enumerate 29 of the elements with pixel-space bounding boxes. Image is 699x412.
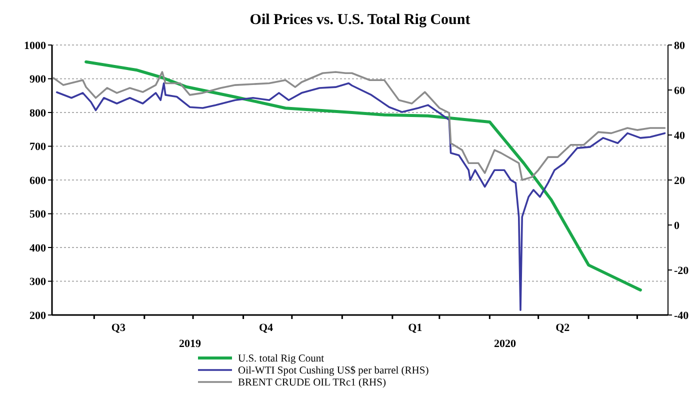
text: 2019 — [179, 338, 202, 350]
legend-label: U.S. total Rig Count — [238, 354, 324, 365]
chart-title: Oil Prices vs. U.S. Total Rig Count — [250, 12, 470, 28]
y2-tick-label: -20 — [674, 264, 690, 277]
x-tick-label: Q4 — [258, 322, 274, 334]
y2-tick-label: 20 — [674, 174, 686, 187]
line-series — [56, 82, 666, 311]
y-tick-label: 1000 — [24, 40, 46, 52]
line-series — [84, 60, 642, 292]
legend-label: BRENT CRUDE OIL TRc1 (RHS) — [238, 378, 386, 389]
y-tick-label: 700 — [30, 141, 46, 154]
legend-label: Oil-WTI Spot Cushing US$ per barrel (RHS) — [238, 366, 430, 377]
y2-tick-label: 40 — [674, 130, 686, 142]
y2-tick-label: 0 — [674, 220, 680, 232]
y-tick-label: 500 — [30, 208, 46, 221]
y-tick-label: 300 — [30, 276, 46, 288]
y-tick-label: 600 — [30, 174, 46, 187]
y2-tick-label: 60 — [674, 84, 686, 97]
x-tick-label: Q1 — [408, 322, 422, 334]
x-tick-label: Q2 — [556, 322, 570, 334]
y-tick-label: 400 — [30, 242, 46, 254]
text: 2020 — [494, 338, 516, 350]
line-series — [52, 71, 666, 181]
x-tick-label: Q3 — [111, 322, 126, 334]
y-tick-label: 800 — [30, 107, 46, 120]
y2-tick-label: -40 — [674, 310, 690, 322]
y2-tick-label: 80 — [674, 40, 686, 52]
y-tick-label: 900 — [30, 74, 46, 86]
y-tick-label: 200 — [30, 310, 46, 322]
